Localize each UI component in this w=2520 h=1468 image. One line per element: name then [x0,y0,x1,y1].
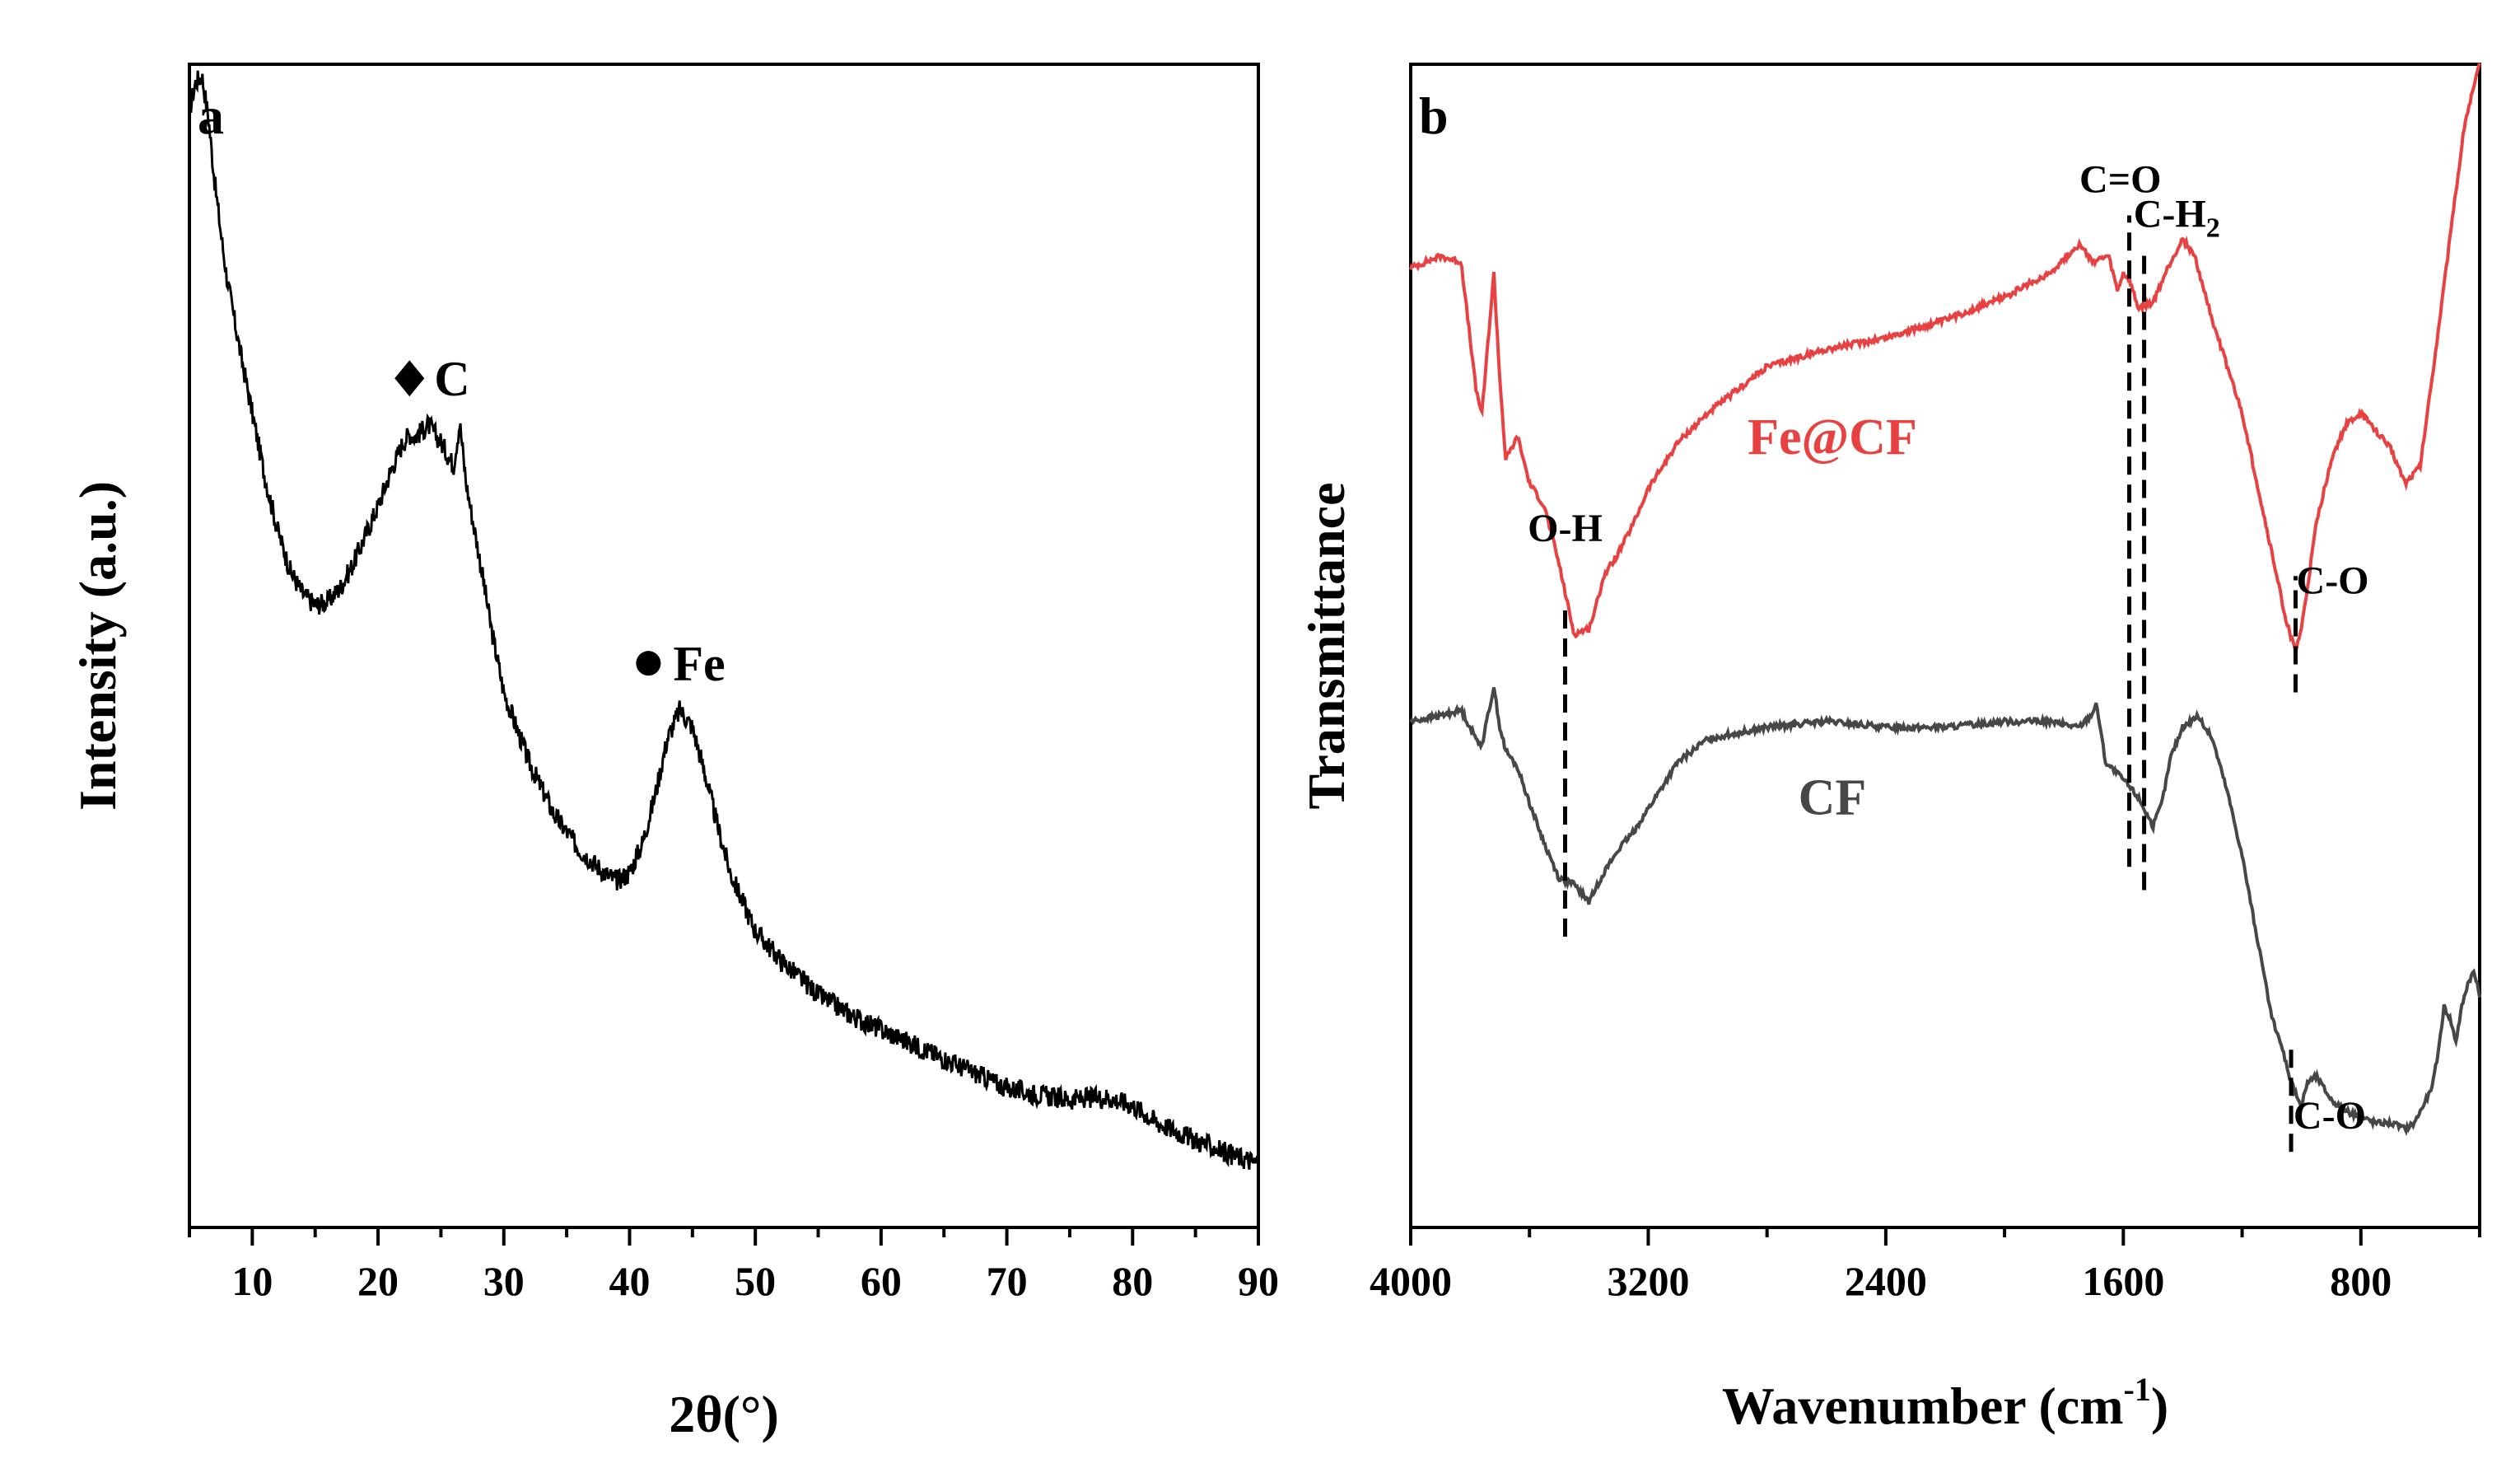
panel-b-letter: b [1419,86,1449,145]
panel-b: b 4000 3200 2400 1600 800 O-H C=OC-H2 C-O C-O F… [1297,63,2481,1435]
b-x-tick-label-4000: 4000 [1370,1258,1452,1304]
assignment-label-2: C-H2 [2134,193,2220,244]
b-x-tick-label-2400: 2400 [1845,1258,1927,1304]
assignment-label-4: C-O [2294,1094,2366,1138]
panel-a-frame [188,63,1260,1229]
a-x-tick-label-60: 60 [861,1258,902,1304]
panel-a-x-axis-title: 2θ(°) [669,1385,779,1443]
panel-b-series-cf-line [1409,687,2481,1137]
a-x-tick-label-20: 20 [357,1258,399,1304]
panel-a-x-tick-labels: 10 20 30 40 50 60 70 80 90 [231,1258,1279,1304]
annotation-label-c: C [434,352,469,406]
annotation-circle-marker [636,651,661,676]
assignment-label-1: C=O [2079,157,2161,201]
panel-b-series-labels: Fe@CF CF [1748,409,1917,826]
panel-b-x-axis-title-suffix: ) [2151,1377,2168,1435]
annotation-diamond-marker [394,360,425,397]
panel-a: a 10 20 30 40 50 60 70 80 90 CFe 2θ(°) Intensity… [68,63,1279,1443]
a-x-tick-label-80: 80 [1112,1258,1153,1304]
b-x-tick-label-1600: 1600 [2082,1258,2164,1304]
a-x-tick-label-90: 90 [1238,1258,1279,1304]
a-x-tick-label-10: 10 [231,1258,273,1304]
panel-b-y-axis-title: Transmittance [1297,483,1356,810]
panel-b-assignment-lines: O-H C=OC-H2 C-O C-O [1528,157,2369,1152]
annotation-label-fe: Fe [673,637,725,691]
b-x-tick-label-800: 800 [2330,1258,2392,1304]
a-x-tick-label-30: 30 [483,1258,525,1304]
assignment-label-0: O-H [1528,507,1603,550]
panel-b-x-ticks [1409,1227,2481,1246]
panel-b-x-tick-labels: 4000 3200 2400 1600 800 [1370,1258,2392,1304]
panel-a-series-line [188,70,1260,1170]
panel-a-y-axis-title: Intensity (a.u.) [68,481,127,811]
series-label-fe-cf: Fe@CF [1748,409,1917,465]
panel-b-frame [1409,63,2481,1229]
a-x-tick-label-50: 50 [735,1258,776,1304]
b-x-tick-label-3200: 3200 [1607,1258,1689,1304]
a-x-tick-label-40: 40 [609,1258,650,1304]
assignment-label-3: C-O [2297,559,2369,602]
panel-b-x-axis-title: Wavenumber (cm-1) [1722,1371,2168,1435]
panel-b-x-axis-title-main: Wavenumber (cm [1722,1377,2124,1435]
panel-a-annotations: C Fe [394,352,726,691]
series-label-cf: CF [1799,770,1867,826]
a-x-tick-label-70: 70 [987,1258,1028,1304]
panel-b-series-fe-cf-line [1409,63,2481,657]
panel-b-x-axis-title-superscript: -1 [2124,1371,2151,1408]
panel-a-x-ticks [188,1227,1260,1246]
